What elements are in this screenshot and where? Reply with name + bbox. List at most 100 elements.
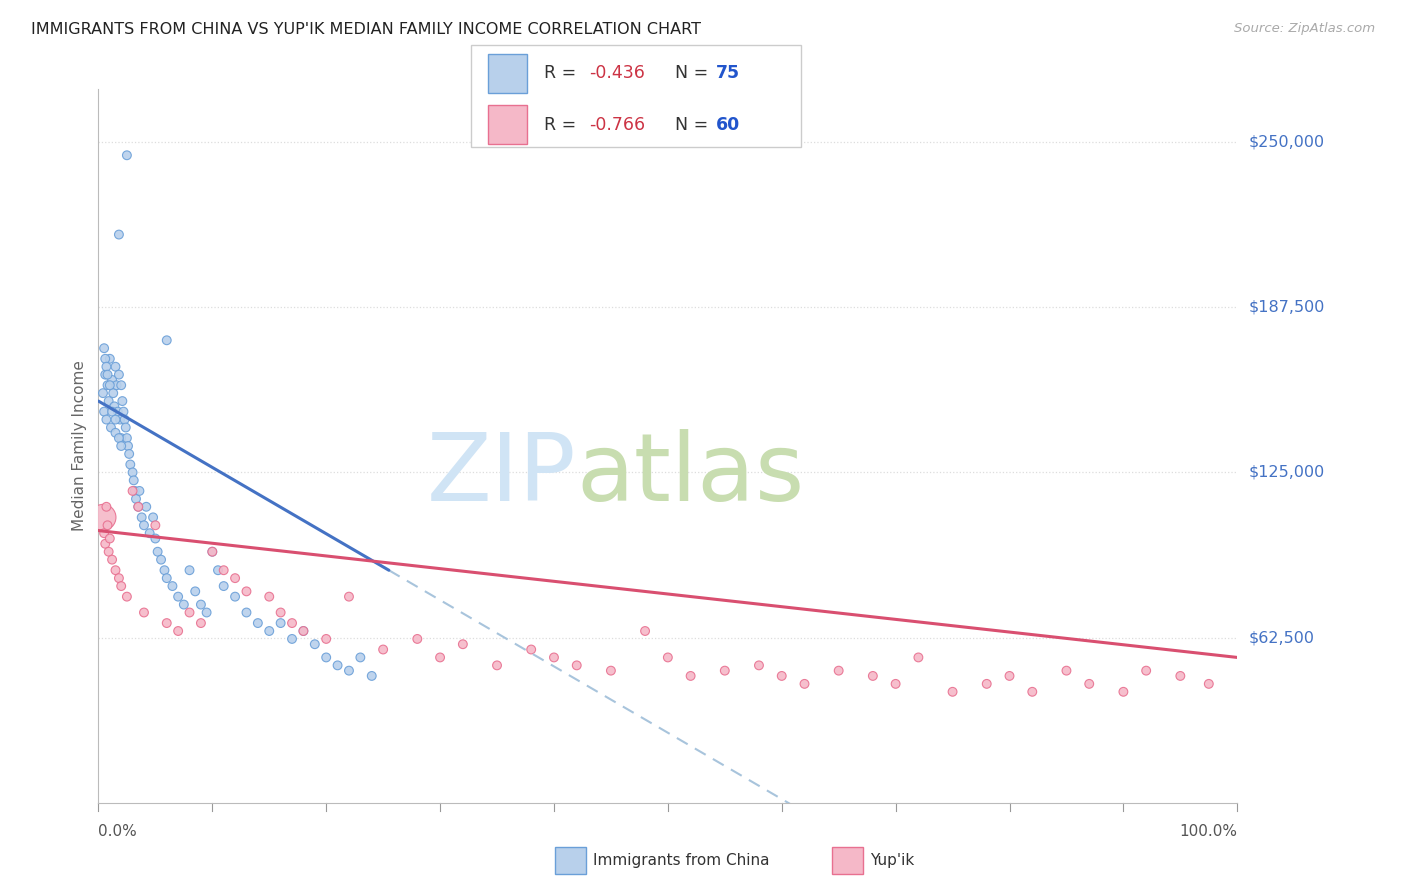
Point	[131, 510, 153, 524]
Point	[105, 378, 128, 392]
Point	[748, 658, 770, 673]
Point	[96, 359, 118, 374]
Point	[121, 466, 143, 480]
Point	[107, 404, 129, 418]
Point	[115, 590, 138, 604]
Point	[167, 590, 190, 604]
Point	[337, 664, 360, 678]
Point	[235, 606, 257, 620]
Point	[179, 606, 201, 620]
Point	[103, 386, 125, 401]
Text: Source: ZipAtlas.com: Source: ZipAtlas.com	[1234, 22, 1375, 36]
Point	[91, 386, 114, 401]
Point	[96, 378, 118, 392]
Point	[132, 606, 155, 620]
Point	[127, 500, 149, 514]
Point	[94, 537, 117, 551]
Point	[173, 598, 195, 612]
Point	[259, 590, 281, 604]
Point	[360, 669, 382, 683]
Text: IMMIGRANTS FROM CHINA VS YUP'IK MEDIAN FAMILY INCOME CORRELATION CHART: IMMIGRANTS FROM CHINA VS YUP'IK MEDIAN F…	[31, 22, 702, 37]
Point	[120, 458, 142, 472]
Point	[121, 483, 143, 498]
Point	[281, 632, 304, 646]
Point	[108, 431, 131, 445]
Point	[195, 606, 218, 620]
Point	[281, 616, 304, 631]
Point	[451, 637, 474, 651]
Point	[104, 563, 127, 577]
Point	[103, 400, 125, 414]
Point	[112, 404, 135, 418]
Point	[110, 431, 132, 445]
Point	[101, 404, 124, 418]
Point	[600, 664, 623, 678]
Point	[179, 563, 201, 577]
Point	[1078, 677, 1101, 691]
Point	[96, 518, 118, 533]
Point	[115, 431, 138, 445]
Point	[224, 571, 246, 585]
Point	[91, 510, 114, 524]
Text: R =: R =	[544, 64, 582, 82]
Point	[907, 650, 929, 665]
Point	[1135, 664, 1157, 678]
Point	[1021, 685, 1043, 699]
Text: -0.436: -0.436	[589, 64, 645, 82]
Point	[998, 669, 1021, 683]
Point	[156, 571, 179, 585]
Point	[117, 439, 139, 453]
Point	[201, 545, 224, 559]
Point	[246, 616, 269, 631]
Point	[270, 616, 292, 631]
Point	[98, 378, 121, 392]
Point	[101, 373, 124, 387]
Text: 0.0%: 0.0%	[98, 824, 138, 839]
Point	[657, 650, 679, 665]
Point	[108, 227, 131, 242]
Point	[235, 584, 257, 599]
Point	[1112, 685, 1135, 699]
Point	[96, 368, 118, 382]
Point	[292, 624, 315, 638]
Text: 100.0%: 100.0%	[1180, 824, 1237, 839]
Point	[124, 483, 146, 498]
Point	[108, 571, 131, 585]
Point	[304, 637, 326, 651]
Point	[270, 606, 292, 620]
Point	[201, 545, 224, 559]
Point	[108, 368, 131, 382]
Point	[326, 658, 349, 673]
Y-axis label: Median Family Income: Median Family Income	[72, 360, 87, 532]
Point	[111, 394, 134, 409]
Point	[93, 526, 115, 541]
Point	[128, 483, 150, 498]
Point	[1198, 677, 1220, 691]
Text: 60: 60	[716, 116, 740, 134]
Point	[127, 500, 149, 514]
Point	[212, 579, 235, 593]
Point	[146, 545, 169, 559]
Point	[145, 532, 167, 546]
Point	[828, 664, 851, 678]
Point	[125, 491, 148, 506]
Point	[156, 616, 179, 631]
Point	[115, 148, 138, 162]
Point	[93, 341, 115, 355]
Point	[162, 579, 184, 593]
Point	[406, 632, 429, 646]
Point	[1170, 669, 1192, 683]
Text: $187,500: $187,500	[1249, 300, 1324, 315]
Point	[108, 412, 131, 426]
Point	[429, 650, 451, 665]
Text: ZIP: ZIP	[427, 428, 576, 521]
Point	[94, 368, 117, 382]
Text: $125,000: $125,000	[1249, 465, 1324, 480]
Text: Immigrants from China: Immigrants from China	[593, 854, 770, 868]
Point	[96, 412, 118, 426]
Point	[315, 650, 337, 665]
Point	[101, 552, 124, 566]
Point	[122, 474, 145, 488]
Point	[98, 532, 121, 546]
Point	[337, 590, 360, 604]
